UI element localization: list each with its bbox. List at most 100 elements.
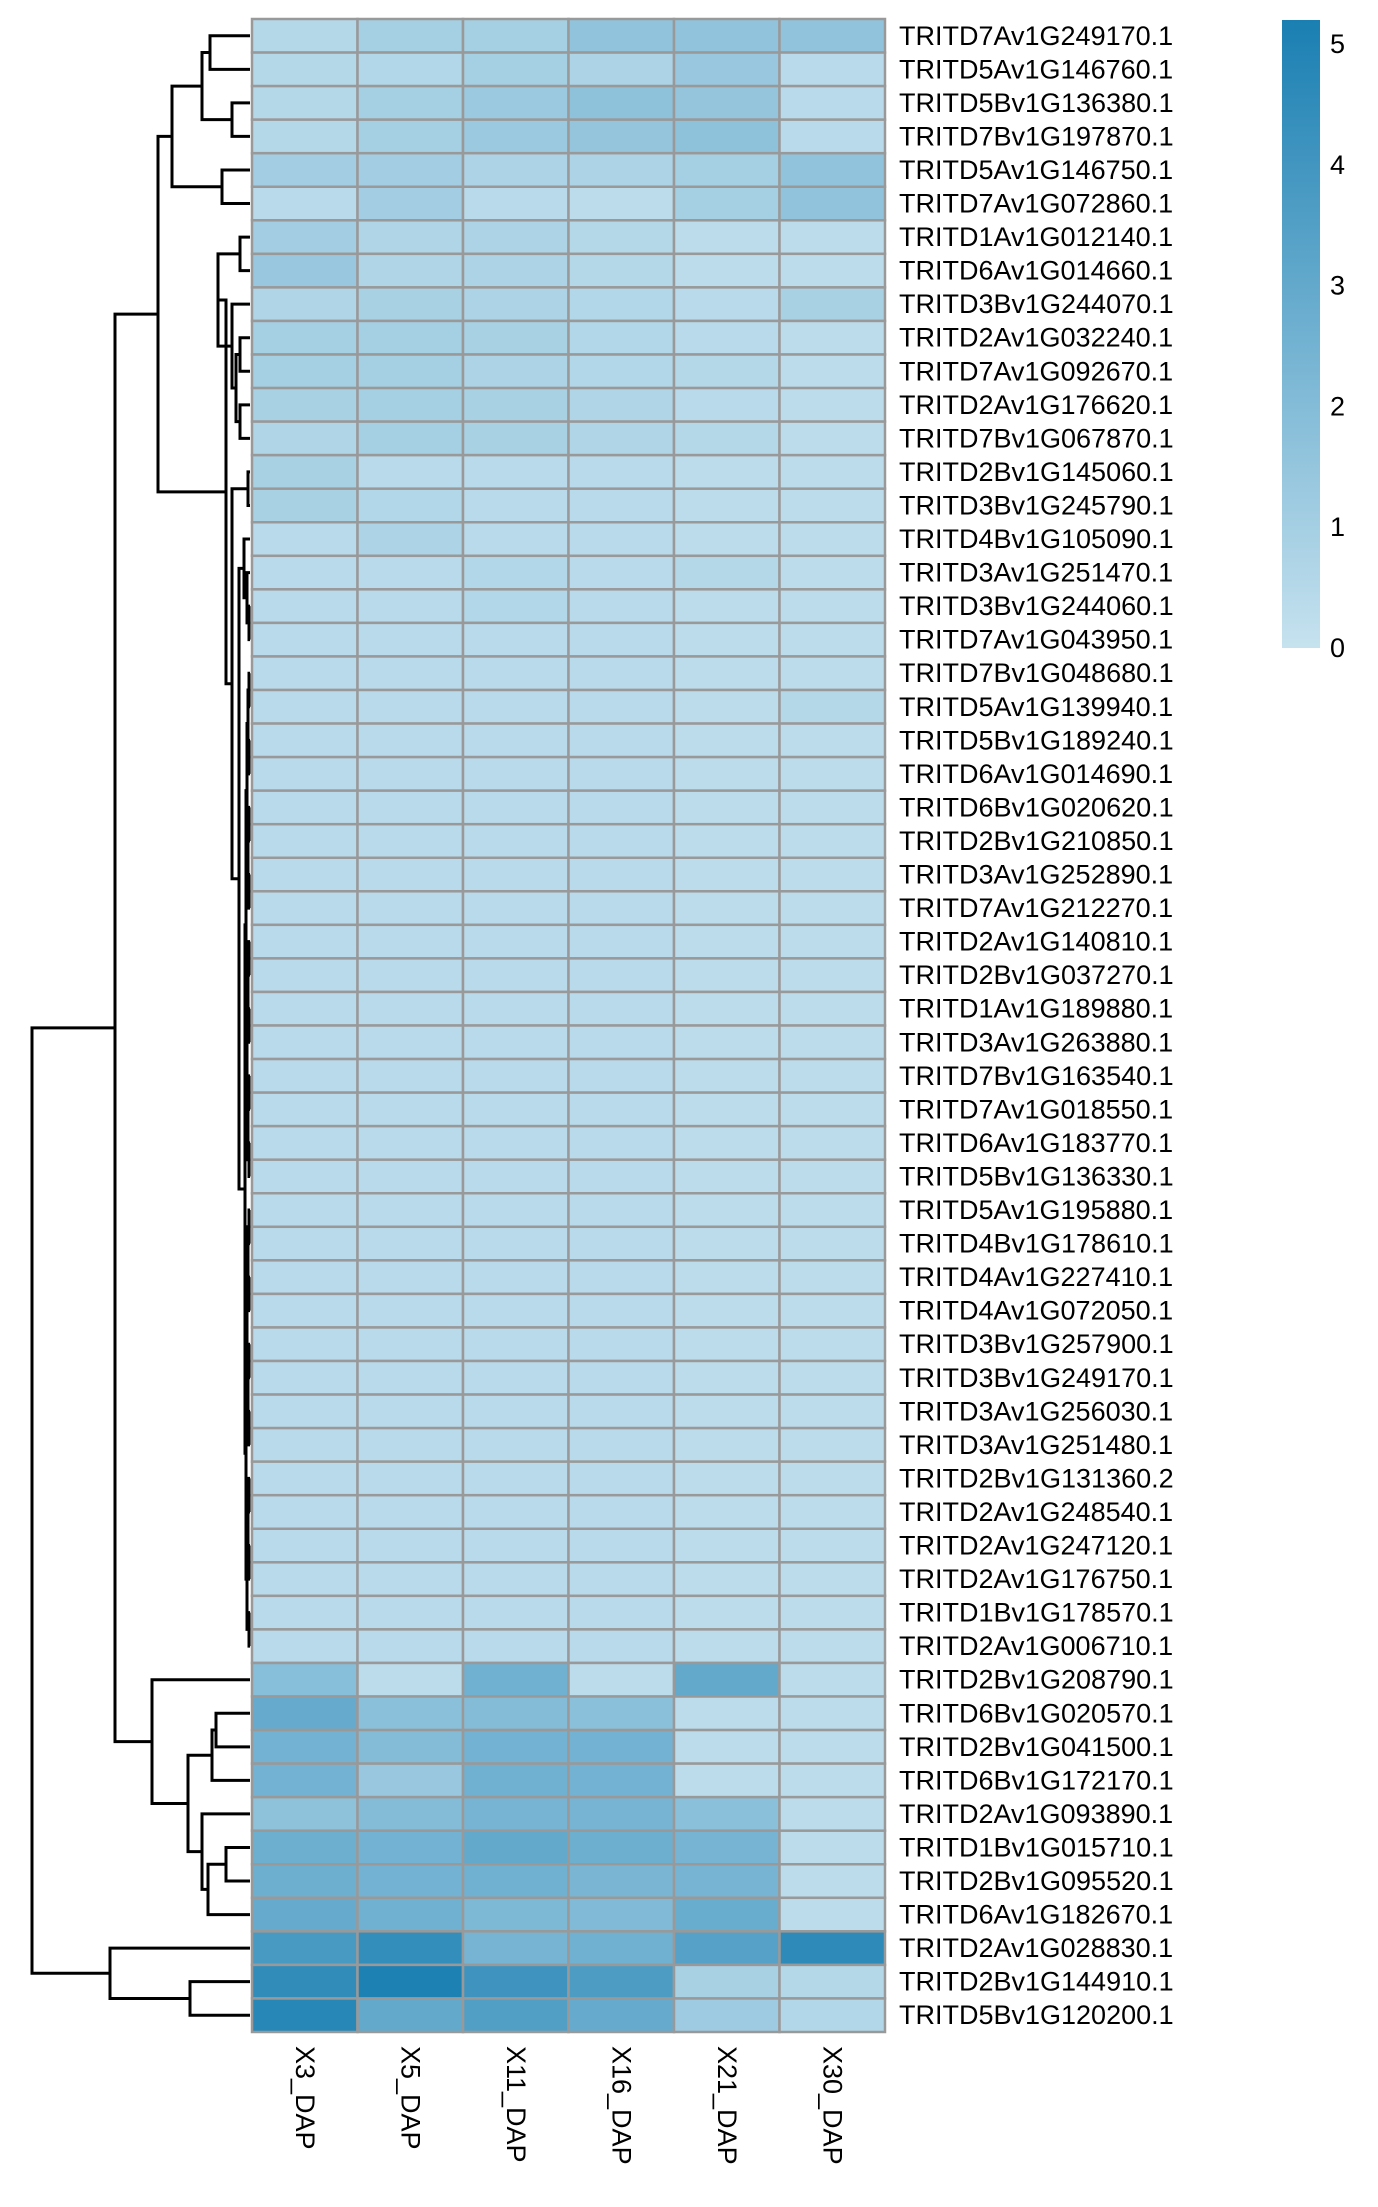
heatmap-cell	[250, 521, 359, 558]
row-label: TRITD5Bv1G120200.1	[899, 2000, 1174, 2030]
heatmap-cell	[250, 1359, 359, 1396]
row-label: TRITD1Bv1G015710.1	[899, 1832, 1174, 1862]
heatmap-cell	[567, 1728, 676, 1765]
heatmap-cell	[250, 1527, 359, 1564]
heatmap-cell	[567, 1225, 676, 1262]
heatmap-cell	[567, 588, 676, 625]
heatmap-cell	[672, 1292, 781, 1329]
heatmap-cell	[672, 1124, 781, 1161]
dendrogram-branch	[210, 1728, 250, 1782]
heatmap-cell	[461, 84, 570, 121]
dendrogram-branch	[113, 312, 158, 1744]
heatmap-cell	[567, 17, 676, 54]
heatmap-cell	[461, 1124, 570, 1161]
heatmap-cell	[250, 856, 359, 893]
heatmap-cell	[356, 1393, 465, 1430]
row-label: TRITD5Av1G139940.1	[899, 692, 1173, 722]
heatmap-cell	[250, 1728, 359, 1765]
heatmap-cell	[250, 1762, 359, 1799]
heatmap-cell	[250, 185, 359, 222]
heatmap-cell	[778, 621, 887, 658]
heatmap-cell	[567, 1896, 676, 1933]
heatmap-cell	[250, 1997, 359, 2034]
heatmap-cell	[672, 1628, 781, 1665]
heatmap-cell	[461, 1192, 570, 1229]
heatmap-cell	[461, 353, 570, 390]
heatmap-cell	[356, 1628, 465, 1665]
heatmap-cell	[356, 1561, 465, 1598]
row-label: TRITD7Av1G018550.1	[899, 1094, 1173, 1124]
heatmap-cell	[778, 1326, 887, 1363]
heatmap-cell	[567, 688, 676, 725]
dendrogram-branch	[30, 1026, 115, 1975]
heatmap-cell	[672, 1024, 781, 1061]
dendrogram-branch	[220, 168, 250, 206]
heatmap-cell	[250, 1124, 359, 1161]
heatmap-cell	[672, 151, 781, 188]
column-label: X16_DAP	[606, 2046, 636, 2165]
color-legend-ticks: 0 1 2 3 4 5	[1330, 29, 1345, 663]
heatmap-cell	[356, 1863, 465, 1900]
heatmap-cell	[672, 1426, 781, 1463]
dendrogram-branch	[247, 1611, 251, 1648]
column-label: X5_DAP	[395, 2046, 425, 2150]
heatmap-cell	[778, 1124, 887, 1161]
heatmap-cell	[567, 822, 676, 860]
heatmap-cell	[461, 1728, 570, 1765]
heatmap-cell	[356, 1124, 465, 1161]
heatmap-cell	[461, 1326, 570, 1363]
heatmap-cell	[250, 1024, 359, 1061]
heatmap-cell	[778, 487, 887, 524]
dendrogram-branch	[208, 34, 250, 71]
heatmap-cell	[250, 1158, 359, 1195]
column-label: X30_DAP	[817, 2046, 847, 2165]
row-label: TRITD7Av1G092670.1	[899, 356, 1173, 386]
heatmap-cell	[356, 151, 465, 188]
dendrogram-branch	[186, 1753, 212, 1854]
heatmap-cell	[461, 789, 570, 826]
heatmap-cell	[250, 1493, 359, 1530]
heatmap-cell	[461, 185, 570, 222]
heatmap-cell	[778, 453, 887, 490]
heatmap-cell	[567, 1930, 676, 1967]
heatmap-cell	[250, 957, 359, 994]
heatmap-cell	[672, 453, 781, 490]
heatmap-cell	[672, 1158, 781, 1195]
heatmap-cell	[356, 990, 465, 1027]
row-label: TRITD7Av1G072860.1	[899, 189, 1173, 219]
heatmap-cell	[461, 487, 570, 524]
heatmap-cell	[672, 84, 781, 121]
row-label: TRITD5Av1G195880.1	[899, 1195, 1173, 1225]
heatmap-cell	[567, 1493, 676, 1530]
heatmap-cell	[461, 588, 570, 625]
legend-tick-label: 5	[1330, 29, 1345, 59]
heatmap-cell	[567, 722, 676, 759]
heatmap-cell	[567, 789, 676, 826]
heatmap-cell	[250, 353, 359, 390]
heatmap-cell	[250, 621, 359, 658]
heatmap-cell	[567, 1393, 676, 1430]
row-label: TRITD6Av1G014660.1	[899, 256, 1173, 286]
heatmap-cell	[672, 51, 781, 88]
heatmap-cell	[672, 118, 781, 155]
heatmap-cell	[461, 1292, 570, 1329]
heatmap-cell	[567, 1359, 676, 1396]
column-label: X11_DAP	[501, 2046, 531, 2163]
heatmap-cell	[461, 890, 570, 927]
heatmap-cell	[356, 185, 465, 222]
heatmap-cell	[778, 319, 887, 356]
heatmap-cell	[461, 1158, 570, 1195]
heatmap-cell	[778, 1158, 887, 1195]
heatmap-cell	[778, 722, 887, 759]
heatmap-cell	[461, 1024, 570, 1061]
heatmap-cell	[461, 1426, 570, 1463]
heatmap-cell	[461, 923, 570, 960]
heatmap-cell	[356, 1728, 465, 1765]
heatmap-cell	[567, 84, 676, 121]
heatmap-cell	[778, 1225, 887, 1262]
heatmap-cell	[461, 1359, 570, 1396]
row-label: TRITD7Bv1G067870.1	[899, 423, 1174, 453]
heatmap-cell	[356, 1192, 465, 1229]
row-label: TRITD3Bv1G244060.1	[899, 591, 1174, 621]
heatmap-cell	[461, 1460, 570, 1497]
